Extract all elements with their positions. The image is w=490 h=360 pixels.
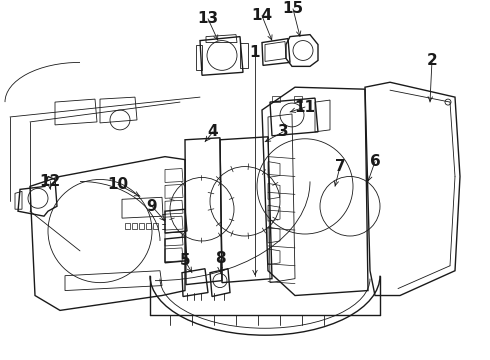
Text: 4: 4 bbox=[208, 124, 219, 139]
Text: 5: 5 bbox=[180, 253, 190, 268]
Text: 6: 6 bbox=[369, 154, 380, 169]
Text: 12: 12 bbox=[39, 174, 61, 189]
Text: 10: 10 bbox=[107, 177, 128, 192]
Text: 1: 1 bbox=[250, 45, 260, 60]
Text: 13: 13 bbox=[197, 11, 219, 26]
Text: 8: 8 bbox=[215, 251, 225, 266]
Text: 9: 9 bbox=[147, 199, 157, 214]
Text: 2: 2 bbox=[427, 53, 438, 68]
Text: 14: 14 bbox=[251, 8, 272, 23]
Text: 15: 15 bbox=[282, 1, 304, 16]
Text: 7: 7 bbox=[335, 159, 345, 174]
Text: 11: 11 bbox=[294, 100, 316, 114]
Text: 3: 3 bbox=[278, 124, 288, 139]
